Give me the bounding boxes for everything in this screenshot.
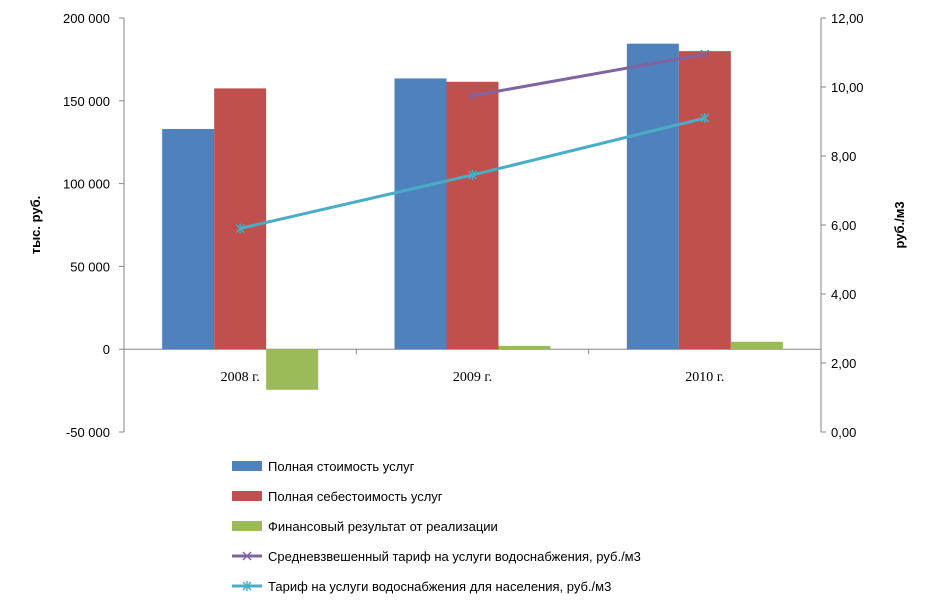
line-marker — [468, 91, 477, 101]
line-marker — [242, 581, 252, 591]
y-right-tick-label: 0,00 — [831, 425, 856, 440]
bar — [266, 349, 319, 390]
bar — [730, 341, 783, 350]
line-marker — [700, 113, 710, 124]
series-line — [472, 52, 706, 98]
x-tick-label: 2009 г. — [453, 370, 492, 385]
y-right-tick-label: 4,00 — [831, 287, 856, 302]
y-right-tick-label: 6,00 — [831, 218, 856, 233]
legend-label: Финансовый результат от реализации — [268, 519, 498, 534]
line-marker — [235, 223, 245, 234]
bar — [678, 51, 731, 350]
y-left-tick-label: 50 000 — [70, 259, 110, 274]
bar — [394, 78, 447, 350]
bar — [626, 43, 679, 350]
plot-area: 200 000 150 000 100 000 50 000 0 -50 000 12,00… — [63, 11, 864, 440]
legend-label: Полная себестоимость услуг — [268, 489, 443, 504]
y-left-axis-title: тыс. руб. — [28, 196, 43, 255]
line-marker — [700, 49, 710, 59]
legend: Полная стоимость услуг Полная себестоимос… — [232, 459, 641, 594]
x-tick-label: 2008 г. — [221, 370, 260, 385]
bar — [214, 88, 267, 350]
bar — [498, 345, 551, 350]
legend-swatch — [232, 461, 262, 471]
y-left-tick-label: -50 000 — [66, 425, 110, 440]
y-left-tick-label: 200 000 — [63, 11, 110, 26]
legend-swatch — [232, 491, 262, 501]
y-left-tick-label: 150 000 — [63, 94, 110, 109]
y-right-tick-label: 10,00 — [831, 80, 864, 95]
y-right-tick-label: 2,00 — [831, 356, 856, 371]
legend-label: Тариф на услуги водоснабжения для населе… — [268, 579, 611, 594]
legend-swatch — [232, 521, 262, 531]
y-left-tick-label: 100 000 — [63, 177, 110, 192]
bar — [162, 128, 215, 350]
y-right-tick-label: 8,00 — [831, 149, 856, 164]
y-left-tick-label: 0 — [103, 342, 110, 357]
y-right-tick-label: 12,00 — [831, 11, 864, 26]
x-tick-label: 2010 г. — [685, 370, 724, 385]
legend-label: Полная стоимость услуг — [268, 459, 415, 474]
bar — [446, 81, 499, 350]
legend-label: Средневзвешенный тариф на услуги водосна… — [268, 549, 641, 564]
line-marker — [468, 169, 477, 180]
line-marker — [242, 551, 252, 561]
y-right-axis-title: руб./м3 — [892, 201, 907, 248]
